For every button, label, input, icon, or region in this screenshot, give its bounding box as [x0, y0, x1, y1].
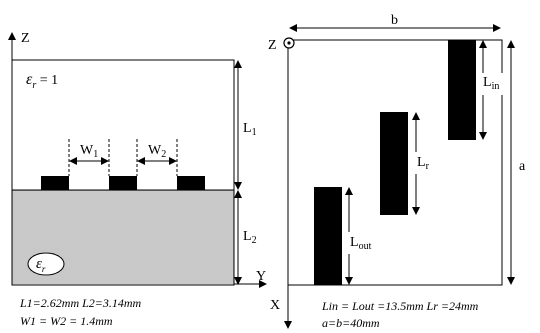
lout-label: Lout — [350, 235, 372, 252]
top-view: Z b a Lin Lr Lout X Lin = Lout =13.5mm L… — [268, 13, 526, 330]
strip-out — [314, 187, 342, 285]
x-axis-label-right: X — [270, 298, 280, 313]
lin-label: Lin — [483, 75, 499, 92]
strip-2 — [109, 176, 137, 190]
b-label: b — [391, 13, 398, 28]
z-axis-label-left: Z — [21, 31, 30, 46]
eps-substrate-label: εr — [36, 256, 46, 274]
left-caption-line2: W1 = W2 = 1.4mm — [20, 314, 113, 328]
strip-in — [448, 40, 476, 140]
w2-label: W2 — [148, 143, 166, 160]
l1-label: L1 — [243, 121, 257, 138]
right-caption-line1: Lin = Lout =13.5mm Lr =24mm — [321, 299, 479, 313]
y-axis-label-left: Y — [256, 269, 266, 284]
side-view: Z W1 W2 εr = 1 εr L1 L2 Y L1=2.62mm L2=3… — [8, 31, 267, 328]
a-label: a — [519, 159, 526, 174]
strip-3 — [177, 176, 205, 190]
strip-1 — [41, 176, 69, 190]
right-caption-line2: a=b=40mm — [322, 316, 380, 330]
strip-resonator — [380, 112, 408, 215]
l2-label: L2 — [243, 229, 257, 246]
eps-substrate-bubble — [27, 252, 65, 276]
eps-air-label: εr = 1 — [26, 71, 58, 91]
w1-label: W1 — [80, 143, 98, 160]
z-axis-label-right: Z — [268, 38, 277, 53]
lr-label: Lr — [417, 155, 430, 172]
left-caption-line1: L1=2.62mm L2=3.14mm — [19, 296, 142, 310]
